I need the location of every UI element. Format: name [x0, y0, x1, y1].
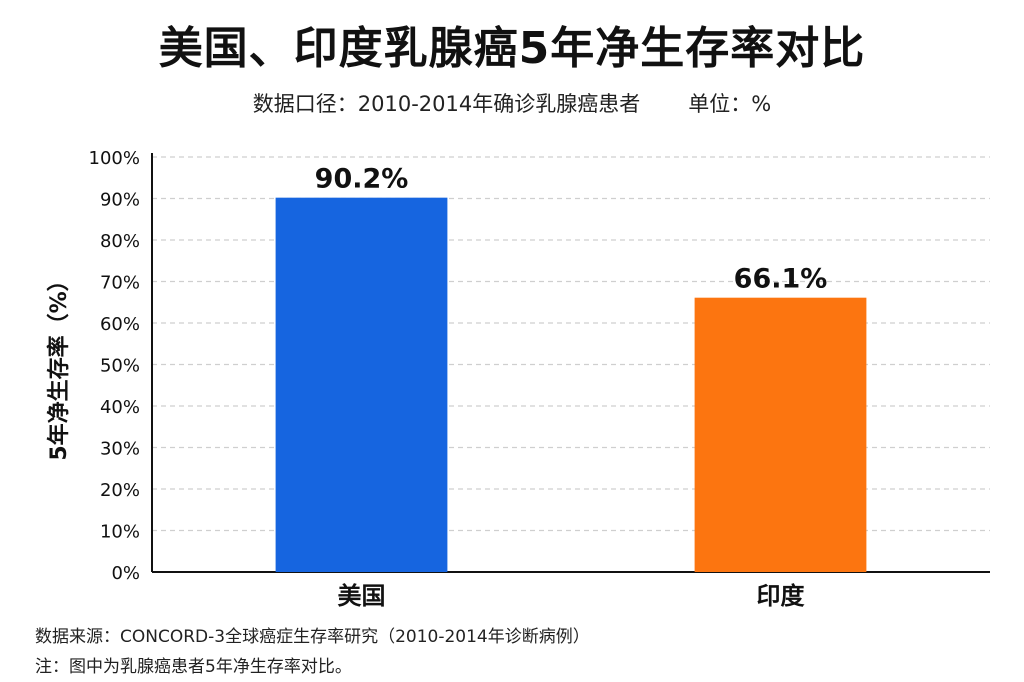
unit-text: 单位：% — [688, 92, 772, 116]
y-tick-label: 30% — [100, 439, 140, 460]
y-tick-label: 10% — [100, 522, 140, 543]
y-tick-label: 90% — [100, 190, 140, 211]
source-note: 数据来源：CONCORD-3全球癌症生存率研究（2010-2014年诊断病例） — [35, 627, 590, 647]
chart-subtitle: 数据口径：2010-2014年确诊乳腺癌患者 单位：% — [0, 88, 1024, 118]
y-tick-label: 20% — [100, 480, 140, 501]
x-category-label: 印度 — [757, 582, 806, 610]
y-tick-label: 70% — [100, 273, 140, 294]
y-tick-label: 40% — [100, 397, 140, 418]
footnote: 注：图中为乳腺癌患者5年净生存率对比。 — [35, 657, 352, 677]
chart-title: 美国、印度乳腺癌5年净生存率对比 — [158, 23, 866, 74]
data-label: 90.2% — [315, 164, 409, 195]
y-tick-label: 100% — [89, 148, 140, 169]
bar-1 — [275, 197, 448, 573]
y-tick-label: 50% — [100, 356, 140, 377]
y-tick-label: 80% — [100, 231, 140, 252]
y-tick-label: 0% — [111, 563, 140, 584]
bar-2 — [694, 297, 867, 572]
y-tick-label: 60% — [100, 314, 140, 335]
x-category-label: 美国 — [338, 582, 386, 610]
data-label: 66.1% — [734, 264, 828, 295]
data-scope-text: 数据口径：2010-2014年确诊乳腺癌患者 — [252, 92, 641, 116]
